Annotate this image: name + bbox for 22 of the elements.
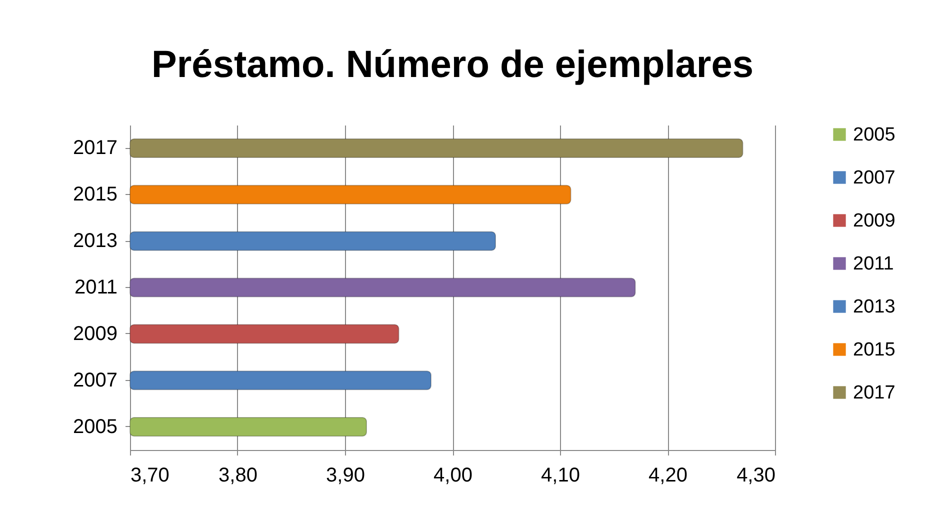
legend-label: 2017 [853,382,896,404]
x-tick-label: 4,10 [541,464,580,486]
x-tick-label: 3,70 [130,464,170,486]
legend-label: 2009 [853,210,896,232]
y-tick-label: 2005 [73,416,118,438]
chart-title: Préstamo. Número de ejemplares [152,44,754,86]
y-tick-label: 2013 [73,230,118,252]
x-tick-label: 4,20 [648,464,688,486]
legend-label: 2015 [853,340,896,360]
y-tick-label: 2007 [73,369,118,392]
legend-label: 2013 [853,296,896,318]
x-tick-label: 3,90 [326,464,365,486]
x-tick-label: 3,80 [218,464,258,486]
legend-label: 2007 [853,168,896,188]
y-tick-label: 2011 [74,276,118,298]
legend-label: 2011 [853,254,894,274]
y-tick-label: 2017 [73,137,118,160]
y-tick-label: 2015 [73,184,118,206]
x-tick-label: 4,00 [434,464,472,486]
x-tick-label: 4,30 [736,464,776,486]
y-tick-label: 2009 [73,322,118,345]
legend-label: 2005 [853,124,896,146]
